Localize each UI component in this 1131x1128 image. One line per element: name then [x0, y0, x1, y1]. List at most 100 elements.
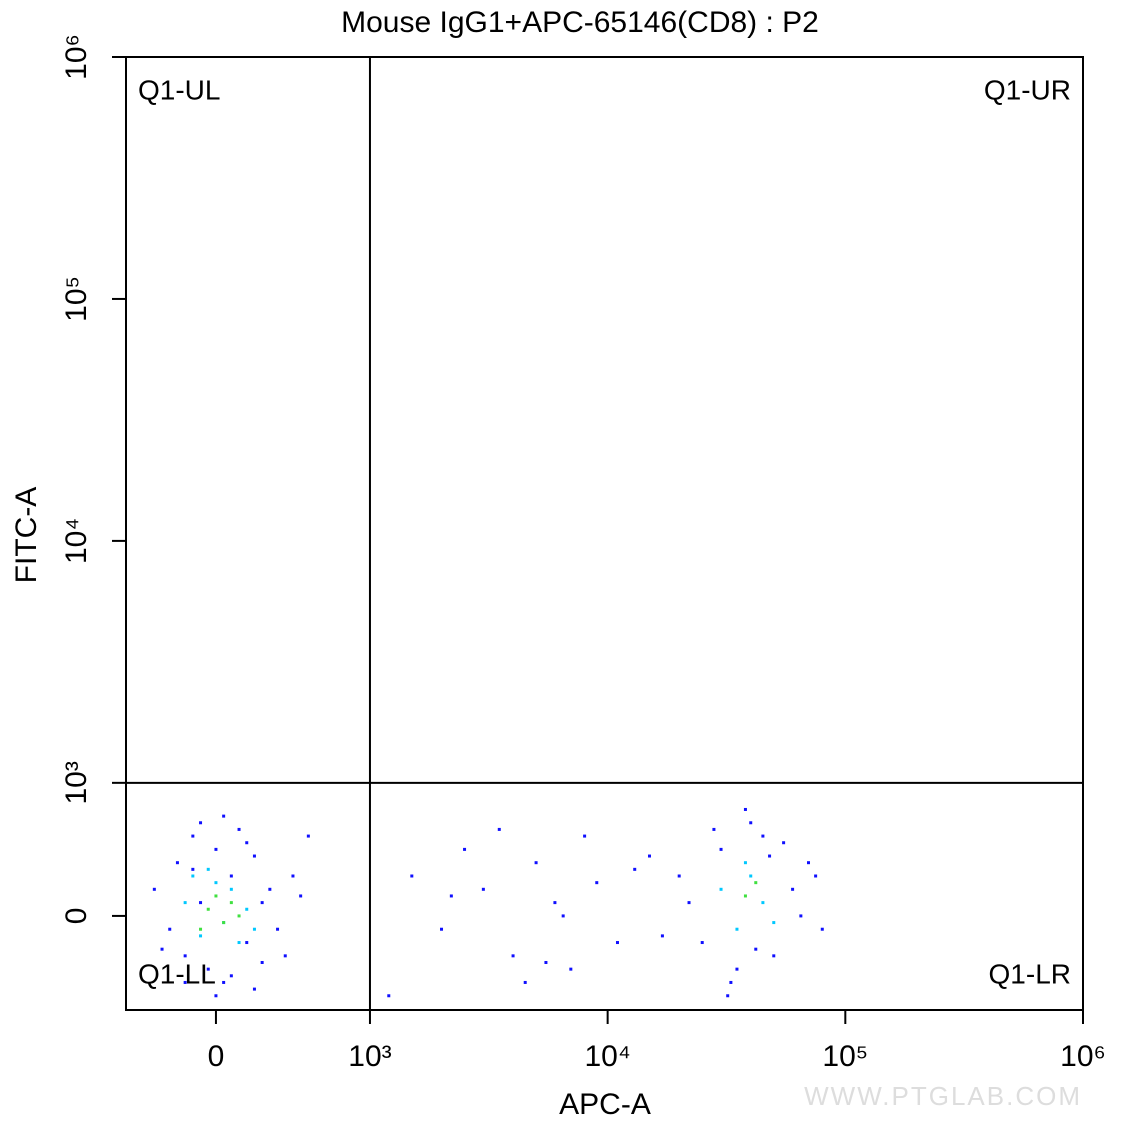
event-dot: [553, 901, 557, 905]
y-tick-label: 10⁴: [60, 518, 93, 564]
event-dot: [183, 954, 187, 958]
event-dot: [214, 894, 218, 898]
event-dot: [276, 927, 280, 931]
event-dot: [749, 821, 753, 825]
chart-title: Mouse IgG1+APC-65146(CD8) : P2: [341, 6, 819, 39]
quadrant-label: Q1-UR: [984, 74, 1071, 105]
event-dot: [260, 901, 264, 905]
event-dot: [191, 867, 195, 871]
event-dot: [245, 941, 249, 945]
event-dot: [268, 887, 272, 891]
event-dot: [761, 901, 765, 905]
event-dot: [252, 927, 256, 931]
event-dot: [719, 887, 723, 891]
event-dot: [523, 980, 527, 984]
event-dot: [561, 914, 565, 918]
event-dot: [245, 841, 249, 845]
event-dot: [820, 927, 824, 931]
event-dot: [633, 867, 637, 871]
event-dot: [754, 881, 758, 885]
plot-frame: [125, 56, 1084, 1011]
event-dot: [743, 807, 747, 811]
event-dot: [726, 994, 730, 998]
event-dot: [291, 874, 295, 878]
event-dot: [677, 874, 681, 878]
y-tick-label: 10⁶: [60, 34, 93, 80]
event-dot: [814, 874, 818, 878]
event-dot: [754, 947, 758, 951]
event-dot: [511, 954, 515, 958]
event-dot: [175, 861, 179, 865]
event-dot: [700, 941, 704, 945]
y-tick-label: 10⁵: [60, 276, 93, 322]
event-dot: [782, 841, 786, 845]
quadrant-label: Q1-UL: [138, 74, 220, 105]
event-dot: [183, 980, 187, 984]
event-dot: [534, 861, 538, 865]
quadrant-label: Q1-LR: [989, 958, 1071, 989]
event-dot: [544, 960, 548, 964]
event-dot: [481, 887, 485, 891]
quadrant-label: Q1-LL: [138, 958, 216, 989]
event-dot: [687, 901, 691, 905]
event-dot: [497, 827, 501, 831]
event-dot: [222, 921, 226, 925]
event-dot: [237, 827, 241, 831]
event-dot: [749, 874, 753, 878]
event-dot: [229, 874, 233, 878]
event-dot: [237, 941, 241, 945]
event-dot: [595, 881, 599, 885]
event-dot: [299, 894, 303, 898]
event-dot: [772, 921, 776, 925]
event-dot: [440, 927, 444, 931]
event-dot: [245, 907, 249, 911]
event-dot: [237, 914, 241, 918]
event-dot: [761, 834, 765, 838]
x-axis-label: APC-A: [559, 1088, 651, 1121]
x-tick-label: 10⁵: [822, 1040, 868, 1073]
y-axis-label: FITC-A: [10, 487, 43, 584]
event-dot: [735, 967, 739, 971]
y-tick-label: 10³: [60, 761, 93, 804]
x-tick-label: 10⁴: [585, 1040, 631, 1073]
event-dot: [799, 914, 803, 918]
event-dot: [743, 861, 747, 865]
event-dot: [229, 887, 233, 891]
event-dot: [791, 887, 795, 891]
y-tick-label: 0: [60, 908, 93, 925]
event-dot: [583, 834, 587, 838]
event-dot: [387, 994, 391, 998]
event-dot: [306, 834, 310, 838]
event-dot: [168, 927, 172, 931]
event-dot: [222, 980, 226, 984]
event-dot: [214, 847, 218, 851]
event-dot: [449, 894, 453, 898]
x-tick-label: 10⁶: [1060, 1040, 1106, 1073]
event-dot: [206, 967, 210, 971]
event-dot: [214, 994, 218, 998]
event-dot: [222, 814, 226, 818]
event-dot: [729, 980, 733, 984]
x-tick-label: 0: [208, 1040, 225, 1073]
event-dot: [743, 894, 747, 898]
event-dot: [772, 954, 776, 958]
event-dot: [206, 907, 210, 911]
watermark: WWW.PTGLAB.COM: [804, 1081, 1082, 1111]
event-dot: [569, 967, 573, 971]
event-dot: [191, 834, 195, 838]
event-dot: [160, 947, 164, 951]
event-dot: [735, 927, 739, 931]
event-dot: [647, 854, 651, 858]
event-dot: [206, 867, 210, 871]
event-dot: [152, 887, 156, 891]
event-dot: [660, 934, 664, 938]
event-dot: [252, 987, 256, 991]
event-dot: [214, 881, 218, 885]
event-dot: [229, 974, 233, 978]
event-dot: [463, 847, 467, 851]
event-dot: [283, 954, 287, 958]
event-dot: [768, 854, 772, 858]
event-dot: [199, 927, 203, 931]
event-dot: [229, 901, 233, 905]
